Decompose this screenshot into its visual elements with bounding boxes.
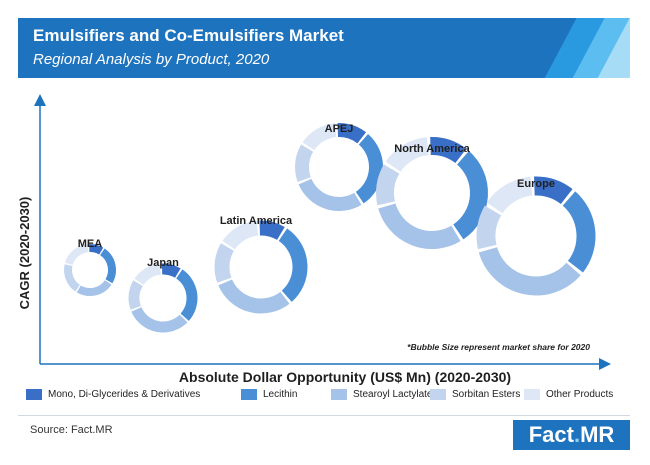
legend-item: Sorbitan Esters <box>430 389 520 400</box>
donut-segment <box>161 263 181 278</box>
donut-segment <box>65 244 89 266</box>
donut-segment <box>76 279 112 296</box>
y-axis-label: CAGR (2020-2030) <box>17 197 32 310</box>
donut-segment <box>476 205 502 250</box>
footer-divider <box>18 415 630 416</box>
logo-dot: . <box>573 422 581 447</box>
donut-segment <box>562 191 596 273</box>
legend-item: Stearoyl Lactylates <box>331 389 438 400</box>
donut-segment <box>222 220 259 250</box>
legend: Mono, Di-Glycerides & Derivatives Lecith… <box>26 389 626 407</box>
donut-segment <box>534 176 573 205</box>
donut-mea: MEA <box>64 238 116 296</box>
donut-segment <box>218 279 290 314</box>
donut-north-america: North America <box>376 137 488 249</box>
donut-segment <box>486 176 533 214</box>
donut-segment <box>478 246 581 296</box>
donut-japan: Japan <box>128 257 198 333</box>
legend-label: Stearoyl Lactylates <box>353 389 438 400</box>
legend-label: Lecithin <box>263 389 298 400</box>
legend-swatch <box>26 389 42 400</box>
region-label: North America <box>394 143 470 155</box>
legend-label: Sorbitan Esters <box>452 389 521 400</box>
region-label: Latin America <box>220 215 293 227</box>
factmr-logo: Fact. MR <box>513 420 630 450</box>
logo-text-left: Fact <box>528 422 574 447</box>
source-note: Source: Fact.MR <box>30 424 113 436</box>
donut-segment <box>259 220 285 241</box>
legend-label: Other Products <box>546 389 614 400</box>
legend-swatch <box>241 389 257 400</box>
logo-text-right: MR <box>580 422 615 447</box>
donut-europe: Europe <box>476 176 596 296</box>
donut-segment <box>89 244 104 255</box>
donut-segment <box>378 203 461 249</box>
chart-title: Emulsifiers and Co-Emulsifiers Market <box>33 26 344 45</box>
donut-segment <box>298 178 362 211</box>
donut-segment <box>295 144 314 182</box>
donut-segment <box>337 123 367 144</box>
legend-item: Other Products <box>524 389 613 400</box>
donut-segment <box>376 164 400 206</box>
region-label: Europe <box>517 178 555 190</box>
legend-label: Mono, Di-Glycerides & Derivatives <box>48 389 201 400</box>
legend-swatch <box>524 389 540 400</box>
donut-segment <box>131 306 188 333</box>
legend-swatch <box>430 389 446 400</box>
x-axis-label: Absolute Dollar Opportunity (US$ Mn) (20… <box>179 369 511 385</box>
donut-segment <box>175 269 198 321</box>
donut-latin-america: Latin America <box>214 215 308 314</box>
chart-header: Emulsifiers and Co-Emulsifiers Market Re… <box>18 18 630 78</box>
legend-item: Mono, Di-Glycerides & Derivatives <box>26 389 200 400</box>
donut-segment <box>452 150 488 240</box>
donut-segment <box>134 263 162 286</box>
legend-swatch <box>331 389 347 400</box>
donut-segment <box>302 123 337 151</box>
region-label: MEA <box>78 238 103 250</box>
donut-segment <box>355 133 383 204</box>
donut-segment <box>278 228 308 302</box>
donut-segment <box>214 243 235 283</box>
donut-segment <box>99 248 116 284</box>
bubble-size-note: *Bubble Size represent market share for … <box>407 342 590 352</box>
donut-apej: APEJ <box>295 123 383 211</box>
donut-segment <box>385 137 429 173</box>
donut-segment <box>430 137 467 164</box>
donut-segment <box>64 264 81 292</box>
region-label: Japan <box>147 257 179 269</box>
donut-layer: MEA Japan Latin America APEJ North America Eu… <box>64 123 596 333</box>
legend-item: Lecithin <box>241 389 297 400</box>
region-label: APEJ <box>325 123 354 135</box>
donut-segment <box>128 280 143 310</box>
chart-subtitle: Regional Analysis by Product, 2020 <box>33 51 270 68</box>
